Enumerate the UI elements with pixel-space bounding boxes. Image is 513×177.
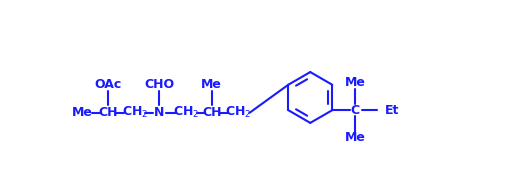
Text: N: N <box>154 106 165 119</box>
Text: CH$_2$: CH$_2$ <box>226 105 252 120</box>
Text: C: C <box>351 104 360 117</box>
Text: CH: CH <box>98 106 117 119</box>
Text: Me: Me <box>345 76 366 89</box>
Text: CH$_2$: CH$_2$ <box>173 105 200 120</box>
Text: OAc: OAc <box>94 78 122 91</box>
Text: CHO: CHO <box>144 78 174 91</box>
Text: Me: Me <box>201 78 222 91</box>
Text: Me: Me <box>72 106 93 119</box>
Text: Et: Et <box>385 104 399 117</box>
Text: Me: Me <box>345 131 366 144</box>
Text: CH$_2$: CH$_2$ <box>122 105 148 120</box>
Text: CH: CH <box>202 106 222 119</box>
